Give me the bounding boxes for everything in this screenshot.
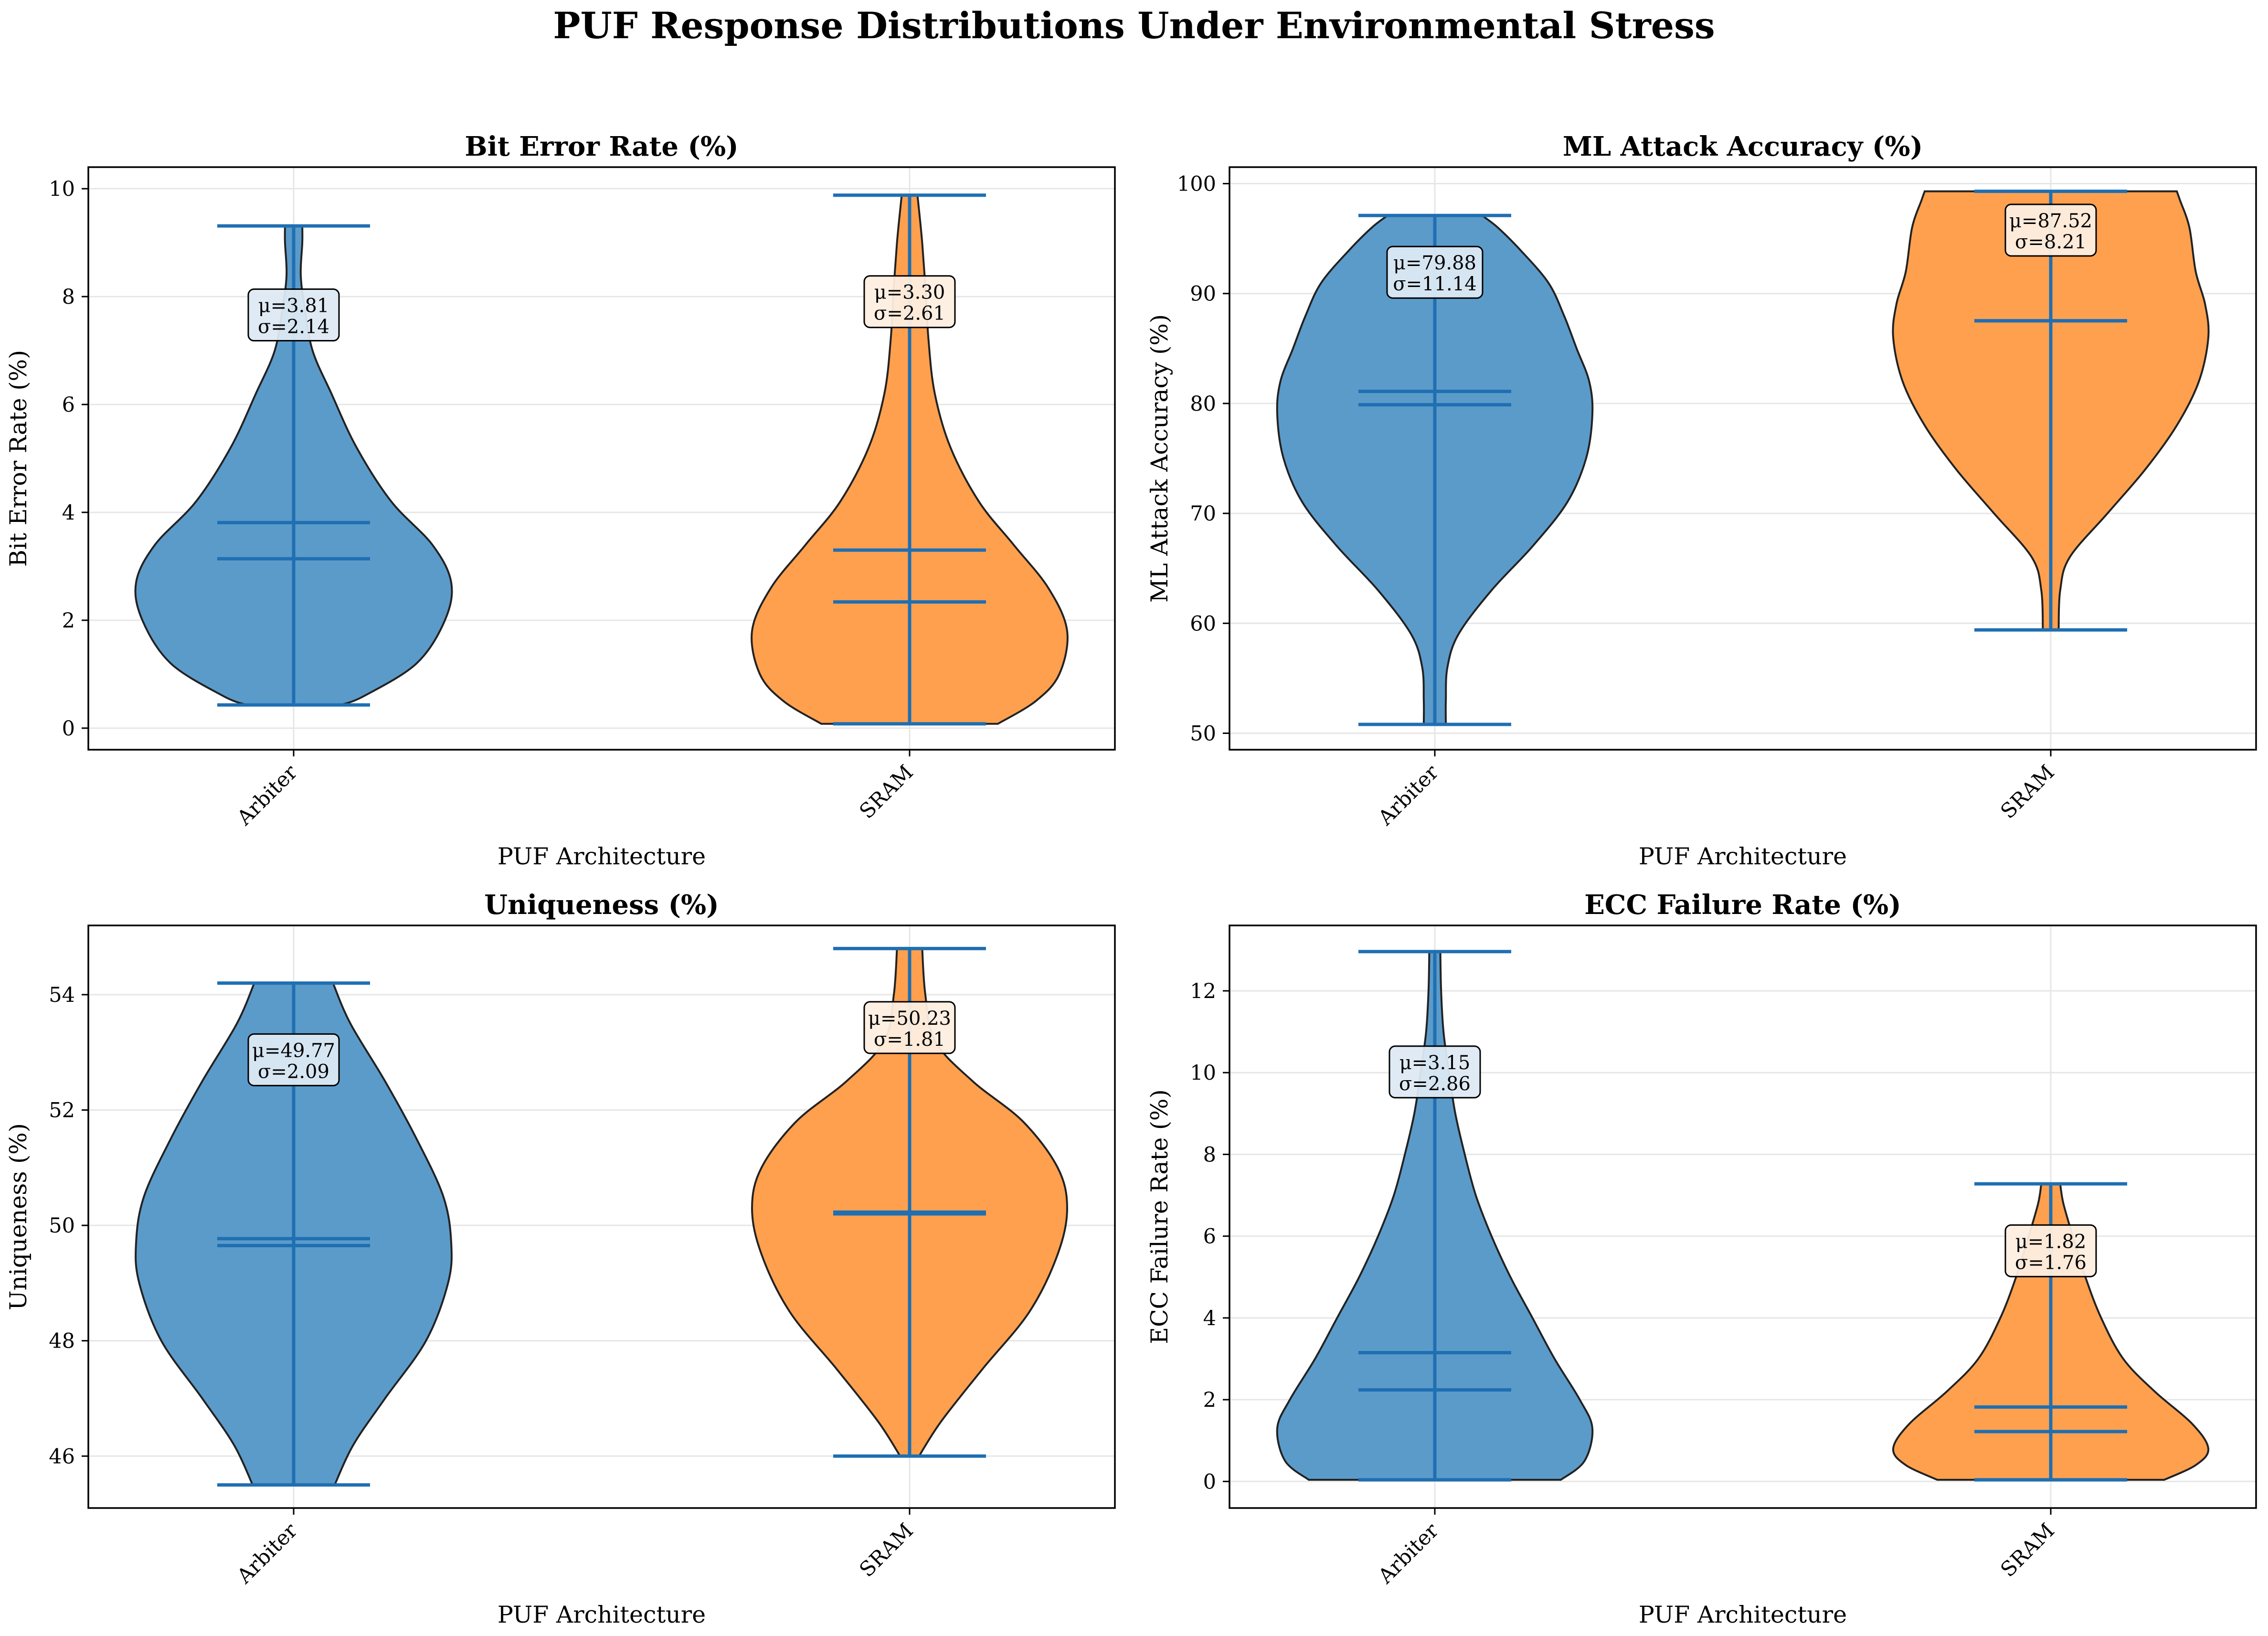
- y-tick-label: 4: [62, 501, 75, 525]
- x-tick-label: Arbiter: [1373, 760, 1443, 830]
- axes-frame: [87, 924, 1116, 1509]
- panel-4: μ=3.15σ=2.86 μ=1.82σ=1.76 0 2 4 6 8 10 12 Arbiter…: [1146, 889, 2257, 1628]
- y-tick-label: 46: [49, 1445, 75, 1468]
- std-label: σ=8.21: [2015, 231, 2087, 253]
- y-tick-label: 10: [1190, 1061, 1216, 1085]
- panel-2: μ=79.88σ=11.14 μ=87.52σ=8.21 50 60 70 80 90 100…: [1146, 131, 2257, 870]
- y-tick-label: 2: [62, 609, 75, 633]
- y-tick-label: 70: [1190, 502, 1216, 526]
- y-tick-label: 2: [1203, 1388, 1216, 1412]
- y-axis-label: Bit Error Rate (%): [5, 350, 32, 567]
- violin-sram: μ=3.30σ=2.61: [751, 193, 1069, 726]
- violin-arbiter: μ=3.15σ=2.86: [1276, 950, 1594, 1482]
- x-tick-label: SRAM: [1996, 1519, 2059, 1582]
- y-tick-label: 8: [1203, 1143, 1216, 1167]
- stat-annotation-box: [2004, 1224, 2097, 1277]
- stat-annotation-box: [1386, 245, 1484, 299]
- y-tick-label: 6: [62, 393, 75, 417]
- x-tick-label: SRAM: [855, 760, 918, 823]
- y-tick-label: 52: [49, 1099, 75, 1123]
- y-tick-label: 6: [1203, 1225, 1216, 1249]
- stat-annotation-box: [863, 1001, 956, 1054]
- x-axis-label: PUF Architecture: [498, 1601, 706, 1628]
- panel-3: μ=49.77σ=2.09 μ=50.23σ=1.81 46 48 50 52 54 Arbi…: [5, 889, 1116, 1628]
- x-tick-label: SRAM: [1996, 760, 2059, 823]
- stat-annotation-box: [1388, 1045, 1481, 1099]
- x-axis-label: PUF Architecture: [1639, 843, 1847, 870]
- y-axis-label: Uniqueness (%): [5, 1123, 32, 1310]
- stat-annotation-box: [247, 1033, 340, 1086]
- y-tick-label: 12: [1190, 979, 1216, 1003]
- stat-annotation-box: [247, 288, 340, 342]
- x-tick-label: Arbiter: [232, 760, 302, 830]
- axes-frame: [1229, 166, 2257, 751]
- violin-sram: μ=87.52σ=8.21: [1892, 190, 2210, 632]
- mean-label: μ=50.23: [868, 1008, 951, 1030]
- std-label: σ=11.14: [1393, 273, 1476, 295]
- violin-sram: μ=50.23σ=1.81: [751, 946, 1069, 1458]
- y-tick-label: 100: [1177, 172, 1216, 196]
- mean-label: μ=49.77: [252, 1040, 335, 1062]
- std-label: σ=2.09: [258, 1061, 329, 1083]
- axes-frame: [87, 166, 1116, 751]
- x-axis-label: PUF Architecture: [1639, 1601, 1847, 1628]
- mean-label: μ=87.52: [2009, 210, 2092, 232]
- y-tick-label: 60: [1190, 612, 1216, 636]
- std-label: σ=2.86: [1399, 1073, 1471, 1095]
- axes-frame: [1229, 924, 2257, 1509]
- violin-arbiter: μ=79.88σ=11.14: [1276, 213, 1594, 726]
- std-label: σ=1.81: [874, 1029, 945, 1051]
- panel-title: Bit Error Rate (%): [465, 131, 738, 162]
- x-tick-label: Arbiter: [1373, 1519, 1443, 1589]
- mean-label: μ=3.15: [1399, 1052, 1471, 1074]
- y-tick-label: 48: [49, 1329, 75, 1353]
- y-tick-label: 80: [1190, 392, 1216, 416]
- x-axis-label: PUF Architecture: [498, 843, 706, 870]
- std-label: σ=2.61: [874, 303, 945, 325]
- std-label: σ=2.14: [258, 316, 329, 338]
- y-tick-label: 50: [1190, 722, 1216, 745]
- violin-sram: μ=1.82σ=1.76: [1892, 1182, 2210, 1482]
- y-tick-label: 50: [49, 1214, 75, 1238]
- mean-label: μ=79.88: [1393, 252, 1476, 274]
- y-tick-label: 0: [1203, 1470, 1216, 1494]
- panel-1: μ=3.81σ=2.14 μ=3.30σ=2.61 0 2 4 6 8 10 Arbiter SR…: [5, 131, 1116, 870]
- stat-annotation-box: [2004, 203, 2097, 257]
- y-tick-label: 10: [49, 177, 75, 201]
- mean-label: μ=3.81: [258, 295, 329, 317]
- violin-arbiter: μ=3.81σ=2.14: [134, 224, 453, 707]
- y-tick-label: 0: [62, 717, 75, 741]
- panel-title: Uniqueness (%): [484, 889, 719, 921]
- y-tick-label: 54: [49, 983, 75, 1007]
- x-tick-label: Arbiter: [232, 1519, 302, 1589]
- figure-title: PUF Response Distributions Under Environ…: [553, 4, 1715, 47]
- y-axis-label: ECC Failure Rate (%): [1146, 1089, 1173, 1344]
- y-tick-label: 8: [62, 285, 75, 309]
- x-tick-label: SRAM: [855, 1519, 918, 1582]
- y-tick-label: 90: [1190, 282, 1216, 306]
- mean-label: μ=1.82: [2015, 1231, 2087, 1253]
- panel-title: ML Attack Accuracy (%): [1563, 131, 1923, 162]
- stat-annotation-box: [863, 275, 956, 329]
- y-tick-label: 4: [1203, 1307, 1216, 1330]
- std-label: σ=1.76: [2015, 1252, 2087, 1274]
- panel-title: ECC Failure Rate (%): [1584, 889, 1901, 921]
- violin-arbiter: μ=49.77σ=2.09: [135, 981, 453, 1487]
- y-axis-label: ML Attack Accuracy (%): [1146, 314, 1173, 603]
- mean-label: μ=3.30: [874, 282, 945, 304]
